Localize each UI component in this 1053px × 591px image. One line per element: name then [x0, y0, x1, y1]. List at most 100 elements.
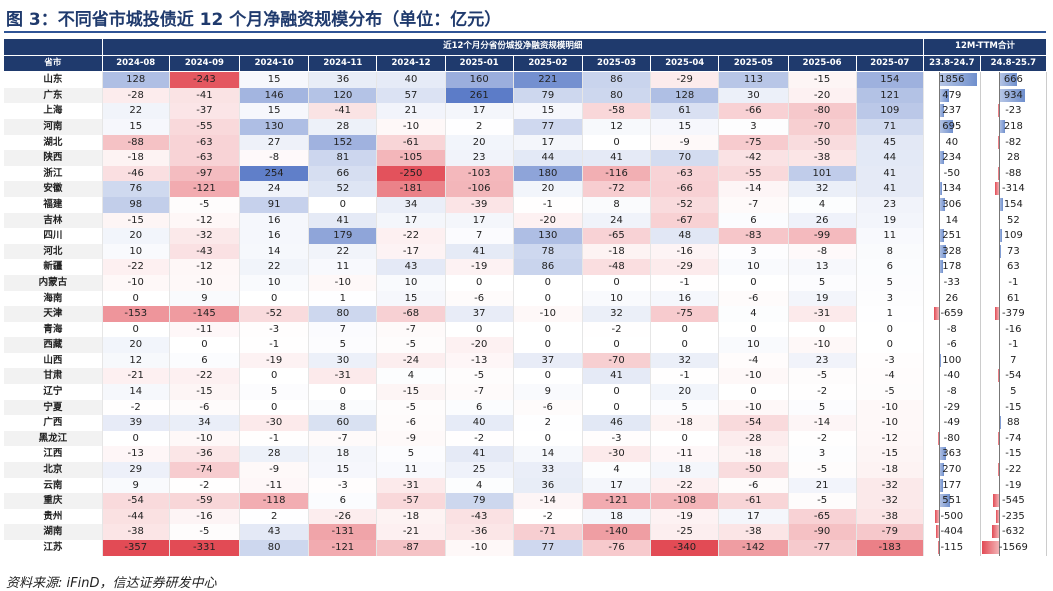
province-name: 湖南 [4, 524, 103, 540]
value-cell: 77 [513, 118, 583, 135]
province-name: 内蒙古 [4, 274, 103, 291]
ttm-cell: -8 [923, 384, 981, 400]
ttm-bar-wrap: -15 [981, 446, 1046, 463]
ttm-axis [998, 243, 1000, 260]
ttm-bar [997, 135, 999, 149]
ttm-bar-wrap: -1 [981, 337, 1046, 353]
value-cell: 21 [376, 103, 446, 119]
value-cell: 14 [513, 446, 583, 463]
value-cell: -3 [856, 352, 924, 369]
value-cell: -10 [718, 399, 789, 416]
province-name: 黑龙江 [4, 430, 103, 447]
value-cell: 29 [102, 462, 170, 478]
value-cell: 6 [718, 212, 789, 229]
ttm-cell: 7 [980, 352, 1048, 369]
table-row: 河北 10 -43 14 22 -17 41 78 -18 -16 3 -8 8 328 73 [4, 243, 1048, 260]
value-cell: 78 [513, 243, 583, 260]
value-cell: 14 [239, 243, 310, 260]
ttm-bar-wrap: -19 [981, 477, 1046, 494]
ttm-cell: -659 [923, 306, 981, 322]
province-name: 广东 [4, 87, 103, 104]
table-row: 重庆 -54 -59 -118 6 -57 79 -14 -121 -108 -61 -5 -32 551… [4, 493, 1048, 509]
header-province: 省市 [4, 55, 103, 73]
value-cell: 0 [513, 337, 583, 353]
value-cell: 10 [376, 274, 446, 291]
value-cell: -17 [376, 243, 446, 260]
ttm-cell: 234 [923, 150, 981, 166]
ttm-value: 218 [1003, 120, 1023, 132]
value-cell: 2 [239, 508, 310, 525]
value-cell: -22 [376, 228, 446, 244]
ttm-axis [998, 306, 1000, 322]
ttm-bar-wrap: 14 [924, 212, 979, 229]
province-name: 江苏 [4, 540, 103, 556]
value-cell: -30 [582, 446, 652, 463]
value-cell: -7 [445, 384, 514, 400]
value-cell: 0 [718, 321, 789, 338]
value-cell: 0 [513, 430, 583, 447]
ttm-value: 88 [1006, 417, 1020, 429]
value-cell: -6 [513, 399, 583, 416]
ttm-bar [938, 478, 943, 492]
value-cell: 3 [788, 446, 857, 463]
ttm-bar [981, 541, 999, 554]
ttm-axis [998, 384, 1000, 400]
value-cell: -22 [169, 368, 241, 385]
ttm-bar [938, 104, 944, 118]
value-cell: 9 [102, 477, 170, 494]
ttm-value: -1 [1008, 339, 1019, 351]
header-month: 2024-09 [169, 55, 241, 73]
ttm-cell: -1 [980, 337, 1048, 353]
value-cell: -97 [169, 165, 241, 182]
ttm-cell: 695 [923, 118, 981, 135]
value-cell: 2 [445, 118, 514, 135]
value-cell: 17 [718, 508, 789, 525]
ttm-cell: -6 [923, 337, 981, 353]
ttm-bar [935, 509, 939, 523]
value-cell: 25 [445, 462, 514, 478]
value-cell: 0 [650, 337, 720, 353]
value-cell: -31 [308, 368, 378, 385]
value-cell: -10 [308, 274, 378, 291]
ttm-bar-wrap: 154 [981, 196, 1046, 213]
table-row: 天津 -153 -145 -52 80 -68 37 -10 32 -75 4 -31 1 -659 -37… [4, 306, 1048, 322]
value-cell: -5 [169, 196, 241, 213]
value-cell: -61 [376, 134, 446, 151]
ttm-cell: -1569 [980, 540, 1048, 556]
value-cell: -121 [582, 493, 652, 509]
value-cell: -68 [376, 306, 446, 322]
value-cell: -66 [650, 181, 720, 197]
value-cell: -41 [169, 87, 241, 104]
ttm-bar-wrap: -16 [981, 321, 1046, 338]
value-cell: -16 [169, 508, 241, 525]
value-cell: -14 [718, 181, 789, 197]
ttm-cell: -314 [980, 181, 1048, 197]
ttm-cell: -49 [923, 415, 981, 431]
ttm-value: -235 [1002, 510, 1025, 522]
ttm-value: 7 [1010, 354, 1017, 366]
header-month: 2025-04 [650, 55, 720, 73]
value-cell: 0 [582, 337, 652, 353]
ttm-cell: -40 [923, 368, 981, 385]
ttm-bar-wrap: 73 [981, 243, 1046, 260]
value-cell: 15 [650, 118, 720, 135]
table-row: 海南 0 9 0 1 15 -6 0 10 16 -6 19 3 26 61 [4, 290, 1048, 307]
ttm-bar [997, 166, 999, 180]
value-cell: 5 [788, 274, 857, 291]
value-cell: 113 [718, 71, 789, 88]
value-cell: -10 [513, 306, 583, 322]
table-row: 甘肃 -21 -22 0 -31 4 -5 0 41 -1 -10 -5 -4 -40 -54 [4, 368, 1048, 385]
ttm-bar [938, 197, 946, 211]
ttm-cell: 666 [980, 71, 1048, 88]
value-cell: -32 [856, 493, 924, 509]
ttm-cell: 40 [923, 134, 981, 151]
value-cell: -52 [239, 306, 310, 322]
value-cell: 20 [102, 337, 170, 353]
value-cell: 13 [788, 259, 857, 275]
value-cell: 41 [445, 243, 514, 260]
value-cell: 32 [650, 352, 720, 369]
ttm-bar-wrap: -29 [924, 399, 979, 416]
value-cell: -2 [513, 508, 583, 525]
value-cell: 10 [718, 337, 789, 353]
ttm-bar [998, 244, 1001, 258]
